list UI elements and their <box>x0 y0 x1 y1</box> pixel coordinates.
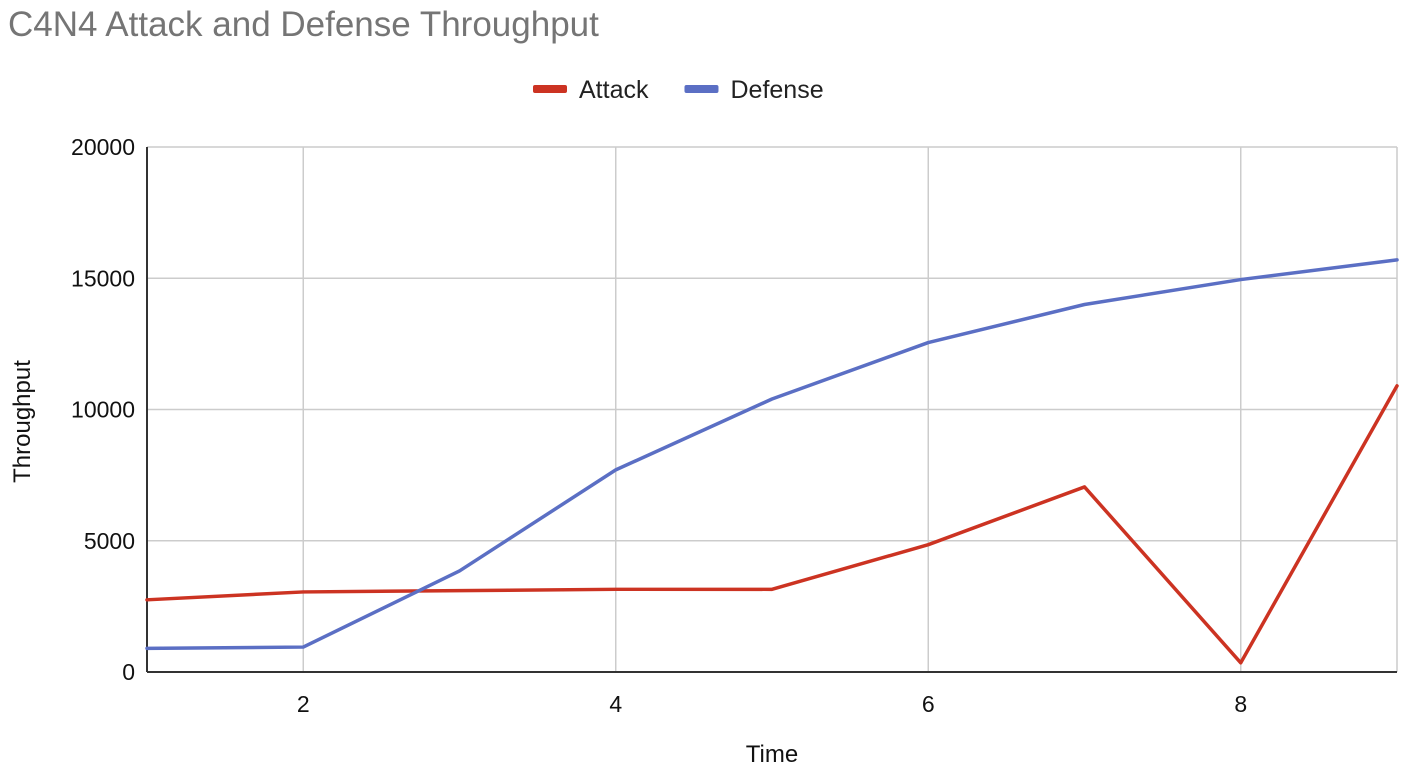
legend: Attack Defense <box>533 76 824 104</box>
tick-labels: 0 5000 10000 15000 20000 2 4 6 8 <box>71 134 1247 717</box>
x-tick-label-2: 2 <box>297 691 310 717</box>
x-tick-label-6: 6 <box>922 691 935 717</box>
x-tick-label-4: 4 <box>609 691 622 717</box>
chart-title: C4N4 Attack and Defense Throughput <box>8 5 599 44</box>
series-line-attack <box>147 386 1397 663</box>
legend-swatch-attack <box>533 85 567 93</box>
y-tick-label-10000: 10000 <box>71 397 135 423</box>
series-lines <box>147 260 1397 663</box>
x-axis-title: Time <box>746 741 798 768</box>
y-tick-label-15000: 15000 <box>71 265 135 291</box>
x-tick-label-8: 8 <box>1234 691 1247 717</box>
y-axis-title: Throughput <box>9 360 36 483</box>
y-tick-label-5000: 5000 <box>84 528 135 554</box>
y-tick-label-0: 0 <box>122 659 135 685</box>
legend-swatch-defense <box>684 85 718 93</box>
y-tick-label-20000: 20000 <box>71 134 135 160</box>
legend-label-attack: Attack <box>579 76 649 104</box>
legend-label-defense: Defense <box>730 76 823 104</box>
